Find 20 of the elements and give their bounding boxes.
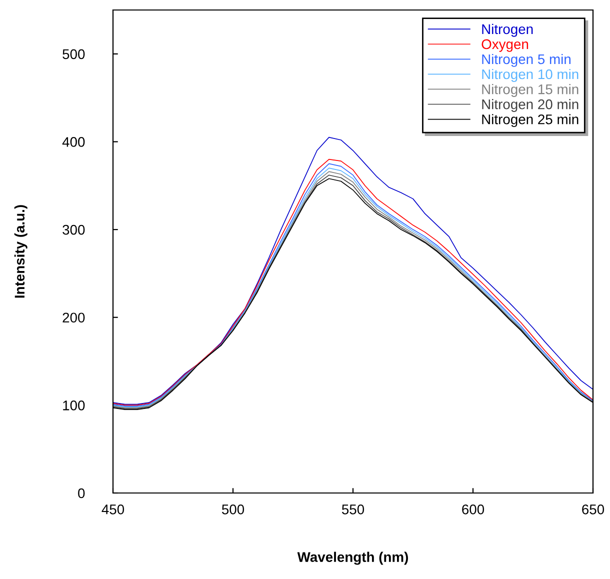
legend-label: Oxygen [482,39,528,52]
legend-label: Nitrogen 5 min [482,54,570,67]
legend-label: Nitrogen 10 min [482,68,578,82]
x-axis-title: Wavelength (nm) [297,552,408,565]
y-axis-title: Intensity (a.u.) [14,205,28,298]
y-tick-label: 500 [62,49,85,60]
x-tick-label: 450 [102,504,124,514]
x-tick-label: 600 [462,504,484,514]
legend-label: Nitrogen 15 min [482,84,578,97]
legend-label: Nitrogen 25 min [482,114,578,128]
y-tick-label: 400 [62,137,85,147]
legend-label: Nitrogen [482,24,533,37]
y-tick-label: 300 [62,224,85,235]
x-tick-label: 500 [222,504,244,514]
y-tick-label: 200 [62,312,85,323]
x-tick-label: 550 [342,504,364,514]
y-tick-label: 100 [63,400,85,410]
x-tick-label: 650 [582,504,604,514]
y-tick-label: 0 [78,488,85,498]
legend-label: Nitrogen 20 min [482,99,578,112]
